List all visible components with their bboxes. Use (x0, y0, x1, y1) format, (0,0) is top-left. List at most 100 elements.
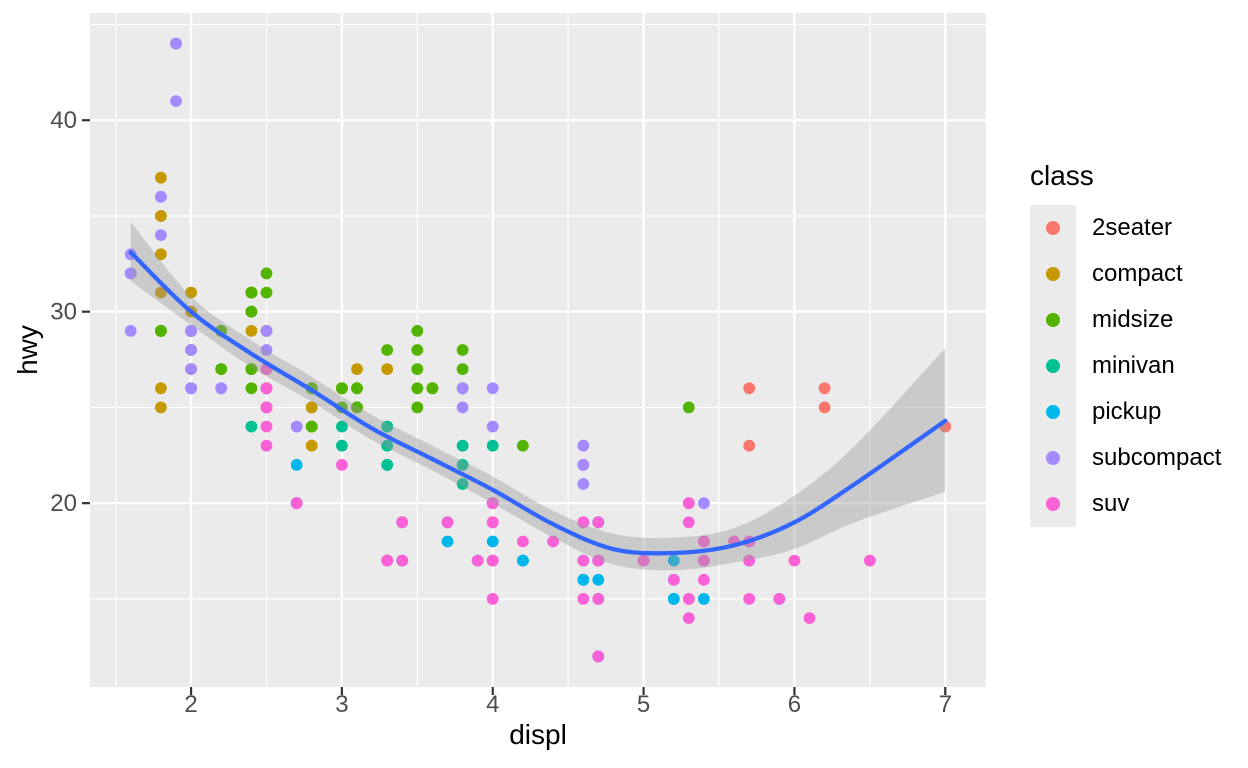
point-midsize (245, 363, 258, 375)
point-minivan (336, 439, 348, 452)
point-midsize (155, 325, 167, 337)
point-suv (396, 516, 409, 529)
legend-item-pickup: pickup (1030, 389, 1221, 435)
point-suv (577, 593, 590, 605)
point-compact (155, 248, 167, 261)
legend-dot-icon (1046, 221, 1060, 235)
point-suv (698, 554, 710, 567)
point-pickup (698, 593, 710, 605)
point-subcompact (124, 325, 137, 337)
point-midsize (260, 267, 273, 280)
point-suv (547, 535, 559, 548)
point-2seater (743, 382, 756, 395)
x-tick-label: 2 (184, 691, 197, 718)
point-suv (396, 554, 409, 567)
point-suv (637, 554, 650, 567)
legend-item-2seater: 2seater (1030, 205, 1221, 251)
legend-key (1030, 481, 1076, 527)
point-suv (743, 554, 756, 567)
point-suv (260, 439, 273, 452)
point-suv (682, 593, 695, 605)
point-subcompact (456, 382, 469, 395)
point-midsize (245, 286, 258, 299)
point-midsize (456, 363, 469, 375)
point-compact (381, 363, 394, 375)
legend-item-midsize: midsize (1030, 297, 1221, 343)
legend-dot-icon (1046, 497, 1060, 511)
x-tick-label: 3 (335, 691, 348, 718)
point-minivan (456, 478, 469, 490)
legend-key (1030, 435, 1076, 481)
point-minivan (456, 459, 469, 471)
point-midsize (305, 420, 318, 433)
point-subcompact (185, 325, 198, 337)
legend-label: pickup (1092, 398, 1162, 425)
point-pickup (592, 573, 605, 586)
point-subcompact (185, 382, 198, 395)
point-2seater (818, 401, 831, 414)
legend-dot-icon (1046, 405, 1060, 419)
point-midsize (260, 286, 273, 299)
legend-item-suv: suv (1030, 481, 1221, 527)
point-midsize (426, 382, 439, 395)
point-midsize (351, 401, 363, 414)
point-subcompact (486, 420, 499, 433)
legend-key (1030, 205, 1076, 251)
point-suv (698, 535, 710, 548)
legend-dot-icon (1046, 359, 1060, 373)
point-midsize (245, 382, 258, 395)
plot-panel (90, 13, 986, 687)
point-suv (290, 497, 303, 510)
legend-key (1030, 343, 1076, 389)
point-pickup (667, 593, 680, 605)
legend-label: suv (1092, 490, 1130, 517)
point-suv (381, 554, 394, 567)
point-subcompact (698, 497, 710, 510)
point-midsize (215, 363, 228, 375)
point-midsize (411, 382, 424, 395)
legend-item-subcompact: subcompact (1030, 435, 1221, 481)
point-subcompact (170, 95, 182, 107)
point-suv (667, 573, 680, 586)
point-midsize (351, 382, 363, 395)
legend-key (1030, 251, 1076, 297)
legend-dot-icon (1046, 313, 1060, 327)
point-pickup (667, 554, 680, 567)
point-compact (245, 325, 258, 337)
point-midsize (381, 344, 394, 356)
point-compact (155, 210, 167, 222)
point-suv (441, 516, 454, 529)
point-suv (592, 593, 605, 605)
point-subcompact (260, 325, 273, 337)
legend-label: subcompact (1092, 444, 1222, 471)
legend-key (1030, 389, 1076, 435)
x-tick-label: 5 (637, 691, 650, 718)
point-subcompact (260, 344, 273, 356)
point-pickup (441, 535, 454, 548)
legend-key (1030, 297, 1076, 343)
point-pickup (486, 535, 499, 548)
point-subcompact (185, 344, 198, 356)
point-suv (592, 554, 605, 567)
point-suv (864, 554, 876, 567)
point-subcompact (215, 382, 228, 395)
point-suv (260, 401, 273, 414)
point-suv (486, 497, 499, 510)
point-suv (803, 612, 816, 624)
legend-label: 2seater (1092, 214, 1173, 241)
point-suv (788, 554, 801, 567)
point-suv (743, 593, 756, 605)
point-suv (682, 497, 695, 510)
y-tick-label: 20 (50, 490, 77, 517)
point-compact (351, 363, 363, 375)
smooth-line (128, 250, 948, 556)
point-2seater (743, 439, 756, 452)
point-suv (486, 554, 499, 567)
point-subcompact (486, 382, 499, 395)
legend-label: compact (1092, 260, 1183, 287)
point-compact (305, 439, 318, 452)
point-suv (486, 516, 499, 529)
point-suv (698, 573, 710, 586)
point-minivan (381, 420, 394, 433)
